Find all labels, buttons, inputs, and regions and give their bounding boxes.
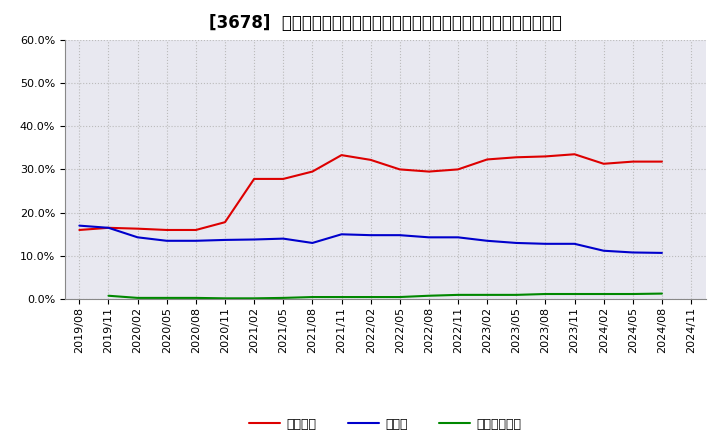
のれん [395,232,404,238]
繰延税金資産 [395,294,404,300]
Legend: 自己資本, のれん, 繰延税金資産: 自己資本, のれん, 繰延税金資産 [244,413,526,436]
のれん [75,223,84,228]
繰延税金資産 [308,294,317,300]
繰延税金資産 [570,291,579,297]
繰延税金資産 [657,291,666,296]
自己資本 [425,169,433,174]
繰延税金資産 [599,291,608,297]
のれん [425,235,433,240]
Line: 繰延税金資産: 繰延税金資産 [109,293,662,298]
のれん [629,250,637,255]
自己資本 [104,225,113,231]
自己資本 [454,167,462,172]
繰延税金資産 [425,293,433,298]
のれん [657,250,666,256]
自己資本 [483,157,492,162]
のれん [366,232,375,238]
のれん [308,240,317,246]
自己資本 [192,227,200,233]
自己資本 [366,157,375,162]
繰延税金資産 [629,291,637,297]
繰延税金資産 [133,295,142,301]
Title: [3678]  自己資本、のれん、繰延税金資産の総資産に対する比率の推移: [3678] 自己資本、のれん、繰延税金資産の総資産に対する比率の推移 [209,15,562,33]
繰延税金資産 [220,296,229,301]
自己資本 [541,154,550,159]
自己資本 [250,176,258,182]
のれん [279,236,287,241]
のれん [337,231,346,237]
自己資本 [220,220,229,225]
繰延税金資産 [512,292,521,297]
自己資本 [279,176,287,182]
のれん [133,235,142,240]
自己資本 [163,227,171,233]
Line: のれん: のれん [79,226,662,253]
自己資本 [657,159,666,164]
のれん [570,241,579,246]
自己資本 [75,227,84,233]
のれん [454,235,462,240]
自己資本 [570,152,579,157]
繰延税金資産 [454,292,462,297]
自己資本 [337,153,346,158]
自己資本 [395,167,404,172]
のれん [220,237,229,242]
繰延税金資産 [250,296,258,301]
のれん [599,248,608,253]
のれん [104,225,113,231]
繰延税金資産 [279,295,287,301]
のれん [512,240,521,246]
繰延税金資産 [483,292,492,297]
自己資本 [308,169,317,174]
自己資本 [599,161,608,166]
繰延税金資産 [541,291,550,297]
のれん [192,238,200,243]
自己資本 [512,154,521,160]
繰延税金資産 [366,294,375,300]
繰延税金資産 [163,295,171,301]
Line: 自己資本: 自己資本 [79,154,662,230]
のれん [163,238,171,243]
繰延税金資産 [337,294,346,300]
のれん [483,238,492,243]
自己資本 [629,159,637,164]
繰延税金資産 [104,293,113,298]
繰延税金資産 [192,295,200,301]
のれん [541,241,550,246]
自己資本 [133,226,142,231]
のれん [250,237,258,242]
